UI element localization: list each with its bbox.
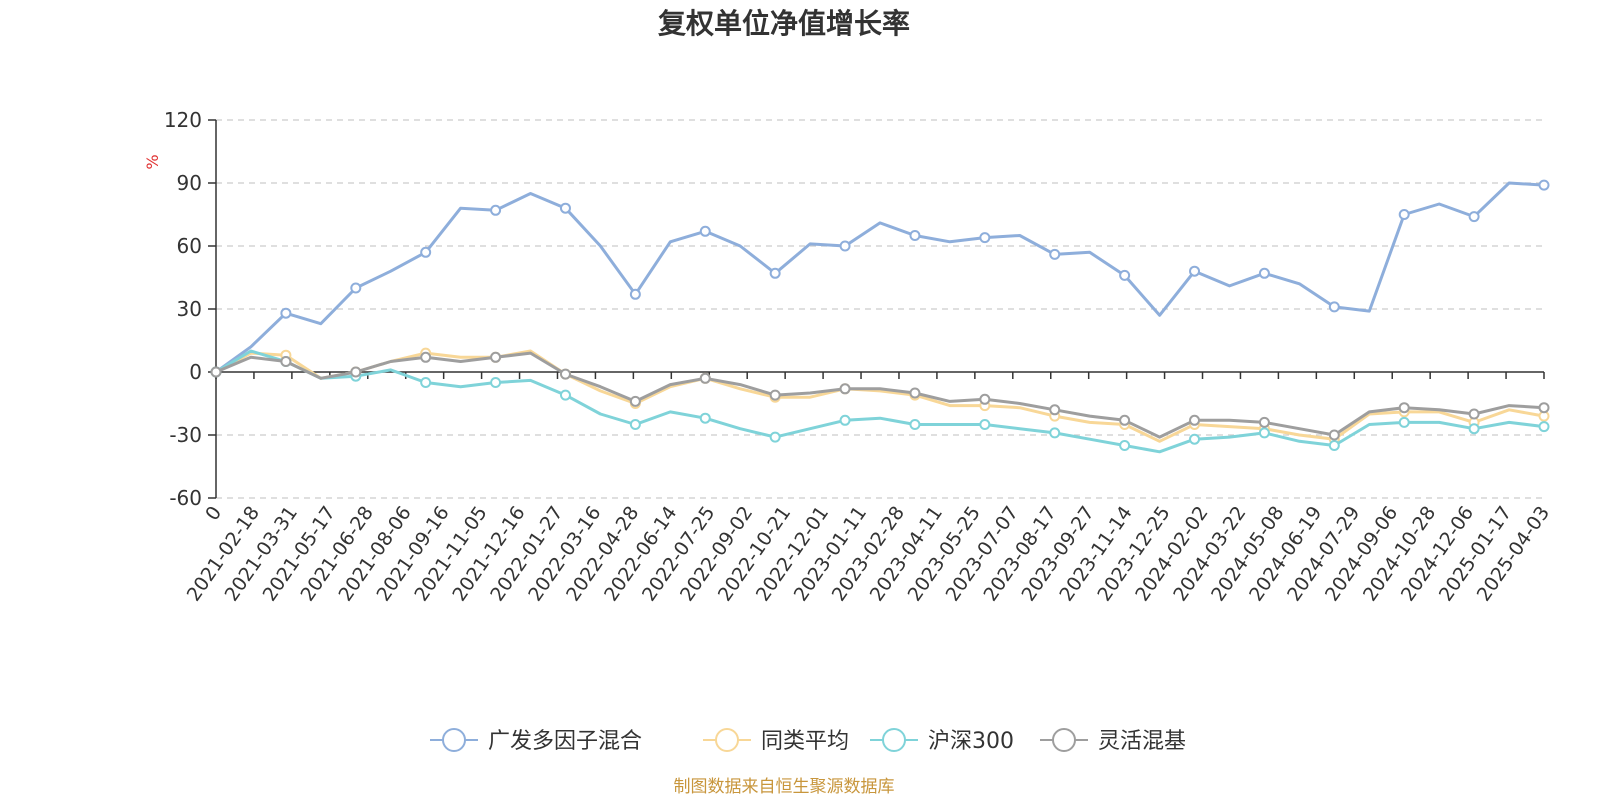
data-point — [1328, 429, 1340, 441]
data-point — [909, 419, 921, 430]
axes — [208, 119, 1545, 499]
series-line — [214, 349, 1546, 454]
chart-title: 复权单位净值增长率 — [658, 7, 910, 40]
legend-item[interactable]: 沪深300 — [870, 728, 1014, 754]
data-point — [1189, 265, 1201, 277]
data-point — [629, 395, 641, 407]
y-tick-label: 0 — [189, 360, 202, 384]
y-tick-label: -30 — [169, 423, 202, 447]
data-point — [839, 414, 851, 426]
data-point — [699, 372, 711, 384]
data-point — [629, 419, 641, 430]
series-lines — [210, 179, 1550, 454]
series-line — [214, 351, 1546, 439]
data-point — [979, 419, 991, 430]
data-point — [1398, 209, 1410, 220]
data-point — [909, 230, 921, 241]
data-point — [1258, 427, 1270, 439]
y-tick-label: 90 — [177, 171, 202, 195]
data-point — [1049, 427, 1061, 439]
series-line — [214, 349, 1546, 443]
data-point — [1119, 414, 1131, 426]
y-axis-unit-label: % — [143, 154, 162, 169]
data-point — [559, 389, 571, 401]
data-point — [1538, 179, 1550, 191]
data-point — [280, 356, 292, 367]
data-point — [490, 351, 502, 363]
data-point — [979, 232, 991, 244]
data-point — [280, 307, 292, 319]
legend[interactable]: 广发多因子混合 同类平均 沪深300 灵活混基 — [430, 728, 1186, 754]
legend-circle-marker — [1052, 728, 1076, 752]
series-line — [214, 181, 1546, 374]
y-tick-label: -60 — [169, 486, 202, 510]
data-point — [210, 366, 222, 378]
data-point — [420, 351, 432, 363]
y-tick-label: 60 — [177, 234, 202, 258]
legend-item[interactable]: 灵活混基 — [1040, 728, 1186, 754]
data-point — [1049, 248, 1061, 260]
data-point — [769, 267, 781, 279]
data-point — [769, 431, 781, 443]
data-point — [1328, 440, 1340, 451]
data-point — [1328, 301, 1340, 313]
data-point — [1049, 404, 1061, 416]
data-point — [490, 377, 502, 388]
data-point — [559, 368, 571, 380]
data-point — [839, 383, 851, 395]
data-point — [1468, 211, 1480, 223]
data-point — [909, 387, 921, 399]
data-point — [1119, 440, 1131, 451]
data-source-note: 制图数据来自恒生聚源数据库 — [674, 777, 895, 797]
y-tick-label: 120 — [164, 108, 202, 132]
data-point — [420, 377, 432, 388]
legend-label: 灵活混基 — [1098, 729, 1186, 754]
data-point — [350, 366, 362, 378]
x-tick-label: 0 — [201, 502, 226, 525]
data-point — [1189, 414, 1201, 426]
legend-label: 同类平均 — [761, 729, 849, 754]
y-tick-label: 30 — [177, 297, 202, 321]
legend-item[interactable]: 同类平均 — [703, 728, 849, 754]
y-tick-labels: 120 90 60 30 0 -30 -60 — [164, 108, 202, 510]
legend-label: 沪深300 — [928, 729, 1014, 754]
data-point — [559, 202, 571, 214]
grid-lines — [216, 119, 1544, 499]
data-point — [1398, 402, 1410, 414]
legend-item[interactable]: 广发多因子混合 — [430, 728, 642, 754]
data-point — [1258, 267, 1270, 279]
data-point — [1398, 416, 1410, 428]
data-point — [1468, 423, 1480, 435]
data-point — [979, 393, 991, 405]
data-point — [1468, 408, 1480, 420]
legend-circle-marker — [715, 728, 739, 752]
data-point — [629, 288, 641, 300]
legend-circle-marker — [882, 728, 906, 752]
data-point — [1119, 269, 1131, 281]
x-tick-labels: 02021-02-182021-03-312021-05-172021-06-2… — [183, 502, 1554, 605]
data-point — [699, 225, 711, 237]
data-point — [420, 246, 432, 258]
data-point — [769, 389, 781, 401]
data-point — [490, 204, 502, 216]
data-point — [350, 282, 362, 294]
data-point — [1258, 416, 1270, 428]
legend-label: 广发多因子混合 — [488, 729, 642, 754]
data-point — [1538, 421, 1550, 433]
legend-circle-marker — [442, 728, 466, 752]
data-point — [1189, 433, 1201, 445]
data-point — [1538, 402, 1550, 414]
data-point — [699, 412, 711, 424]
data-point — [839, 240, 851, 252]
